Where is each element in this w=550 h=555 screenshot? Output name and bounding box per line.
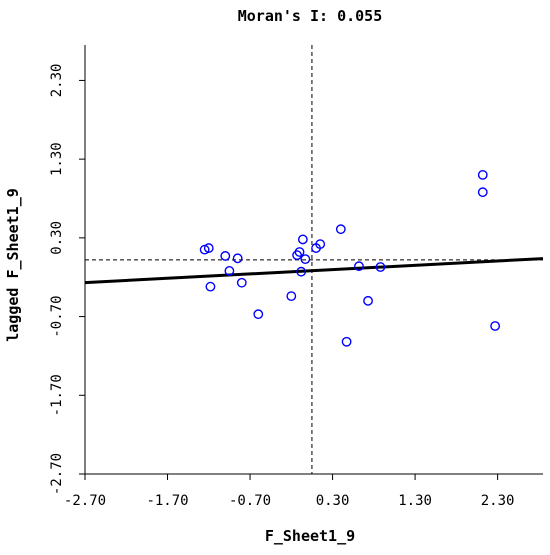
- data-point: [297, 234, 308, 245]
- data-point: [490, 321, 501, 331]
- data-point: [205, 281, 216, 292]
- regression-layer: [84, 257, 544, 285]
- x-tick-label: -0.70: [229, 493, 271, 509]
- data-point: [224, 266, 235, 276]
- y-tick-label: -1.70: [49, 374, 65, 416]
- axes-layer: -2.70 -1.70 -0.70 0.30 1.30 2.30 -2.70 -1.70 -0.…: [49, 45, 543, 509]
- regression-line: [84, 257, 544, 285]
- x-tick-label: -2.70: [64, 493, 106, 509]
- data-point: [300, 254, 311, 265]
- data-point: [292, 250, 302, 261]
- y-tick-label: 1.30: [49, 142, 65, 176]
- x-axis-label: F_Sheet1_9: [265, 527, 355, 545]
- data-point: [341, 336, 352, 347]
- data-point: [375, 262, 386, 272]
- x-tick-label: 0.30: [316, 493, 350, 509]
- data-point: [315, 239, 326, 250]
- y-tick-label: 0.30: [49, 221, 65, 255]
- data-point: [203, 243, 214, 253]
- reference-lines-layer: [85, 45, 543, 474]
- data-point: [220, 251, 231, 261]
- data-point: [232, 253, 243, 264]
- data-point: [296, 266, 307, 277]
- data-point: [477, 169, 488, 180]
- chart-title: Moran's I: 0.055: [238, 7, 383, 25]
- y-axis-label: lagged F_Sheet1_9: [4, 188, 22, 342]
- x-tick-label: 2.30: [481, 493, 515, 509]
- data-point: [363, 295, 373, 306]
- x-tick-label: 1.30: [398, 493, 432, 509]
- y-tick-label: -2.70: [49, 453, 65, 495]
- y-tick-label: -0.70: [49, 295, 65, 337]
- y-tick-label: 2.30: [49, 64, 65, 98]
- data-point: [236, 277, 247, 288]
- x-tick-label: -1.70: [146, 493, 188, 509]
- data-point: [294, 247, 305, 257]
- plot-area: [85, 45, 543, 474]
- data-point: [477, 187, 488, 198]
- data-point: [335, 224, 346, 235]
- data-point: [253, 309, 264, 320]
- points-layer: [199, 169, 501, 347]
- data-point: [354, 261, 364, 272]
- data-point: [286, 291, 297, 302]
